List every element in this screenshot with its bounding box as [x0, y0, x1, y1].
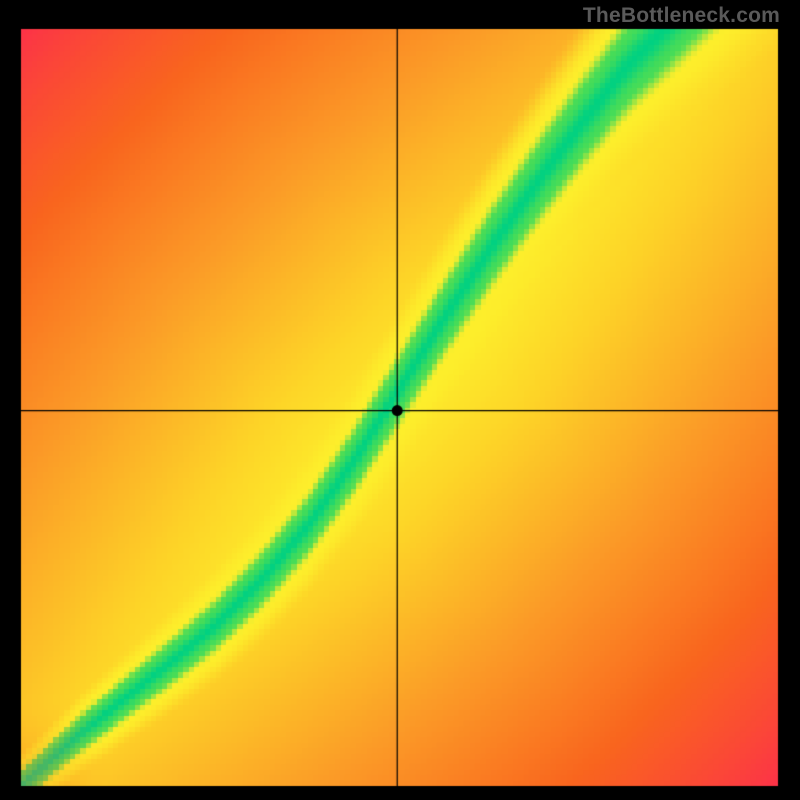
- watermark-text: TheBottleneck.com: [583, 4, 780, 28]
- bottleneck-heatmap: [0, 0, 800, 800]
